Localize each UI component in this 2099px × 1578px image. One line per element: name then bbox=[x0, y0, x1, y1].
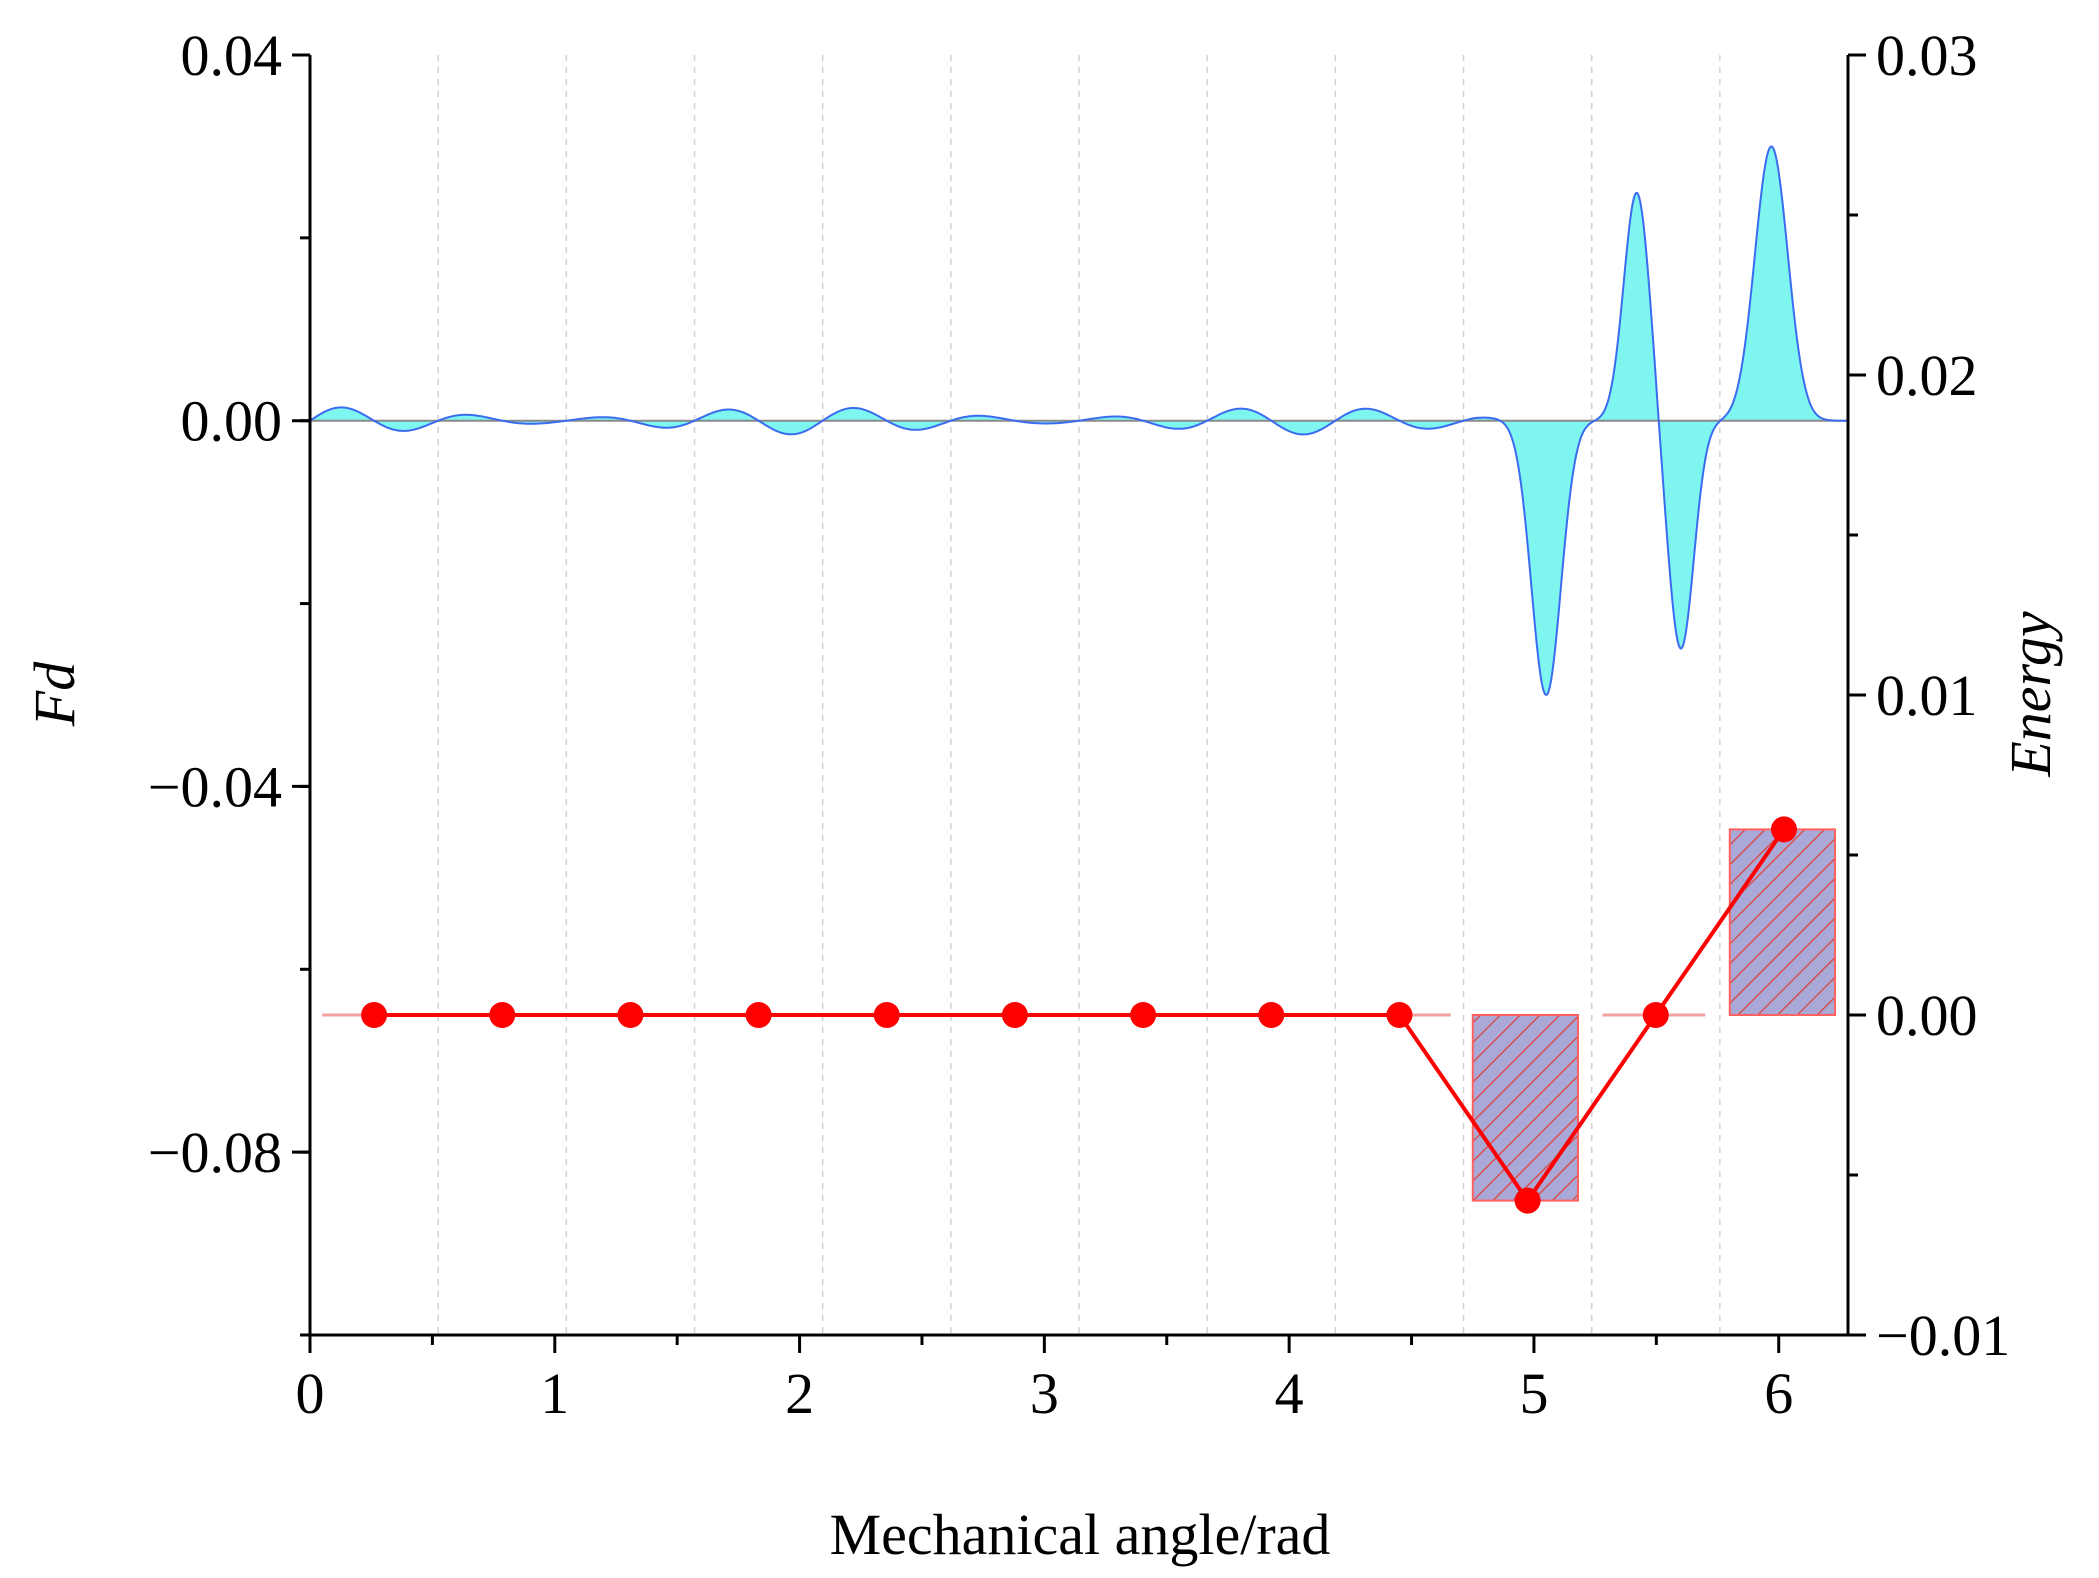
x-tick-label: 5 bbox=[1519, 1361, 1548, 1426]
energy-point bbox=[1770, 816, 1797, 843]
energy-point bbox=[617, 1002, 644, 1028]
energy-bar bbox=[1728, 828, 1837, 1017]
energy-point bbox=[1258, 1002, 1285, 1028]
energy-point bbox=[1386, 1002, 1413, 1028]
axes: 0 1 2 3 4 5 6 0.04 0.00 −0.04 −0.08 0.03 0.02 0.01 0.0… bbox=[148, 23, 2010, 1426]
y-left-tick-label: −0.04 bbox=[148, 754, 282, 819]
y-right-tick-label: −0.01 bbox=[1876, 1303, 2010, 1368]
energy-point bbox=[1514, 1187, 1541, 1214]
energy-point bbox=[489, 1002, 516, 1028]
y-right-tick-label: 0.01 bbox=[1876, 663, 1978, 728]
energy-bar bbox=[1471, 1014, 1579, 1202]
x-tick-label: 2 bbox=[785, 1361, 814, 1426]
y-left-axis-title: Fd bbox=[22, 661, 87, 727]
x-tick-label: 4 bbox=[1275, 1361, 1304, 1426]
energy-point bbox=[1130, 1002, 1157, 1028]
x-tick-label: 1 bbox=[540, 1361, 569, 1426]
fd-line bbox=[310, 145, 1848, 697]
energy-line bbox=[374, 828, 1786, 1205]
grid bbox=[437, 55, 1721, 1335]
energy-point bbox=[873, 1002, 900, 1028]
energy-series bbox=[361, 816, 1797, 1214]
energy-point bbox=[361, 1002, 388, 1028]
y-right-tick-label: 0.03 bbox=[1876, 23, 1978, 88]
energy-point bbox=[745, 1002, 772, 1028]
y-right-tick-label: 0.02 bbox=[1876, 343, 1978, 408]
x-tick-label: 6 bbox=[1764, 1361, 1793, 1426]
x-tick-label: 0 bbox=[296, 1361, 325, 1426]
x-tick-label: 3 bbox=[1030, 1361, 1059, 1426]
y-left-tick-label: −0.08 bbox=[148, 1120, 282, 1185]
y-left-tick-label: 0.04 bbox=[181, 23, 283, 88]
energy-point bbox=[1642, 1002, 1669, 1028]
energy-point bbox=[1001, 1002, 1028, 1028]
fd-signal bbox=[310, 145, 1848, 697]
x-axis-title: Mechanical angle/rad bbox=[830, 1502, 1331, 1567]
y-left-tick-label: 0.00 bbox=[181, 389, 283, 454]
y-right-axis-title: Energy bbox=[1998, 611, 2063, 778]
y-right-tick-label: 0.00 bbox=[1876, 983, 1978, 1048]
